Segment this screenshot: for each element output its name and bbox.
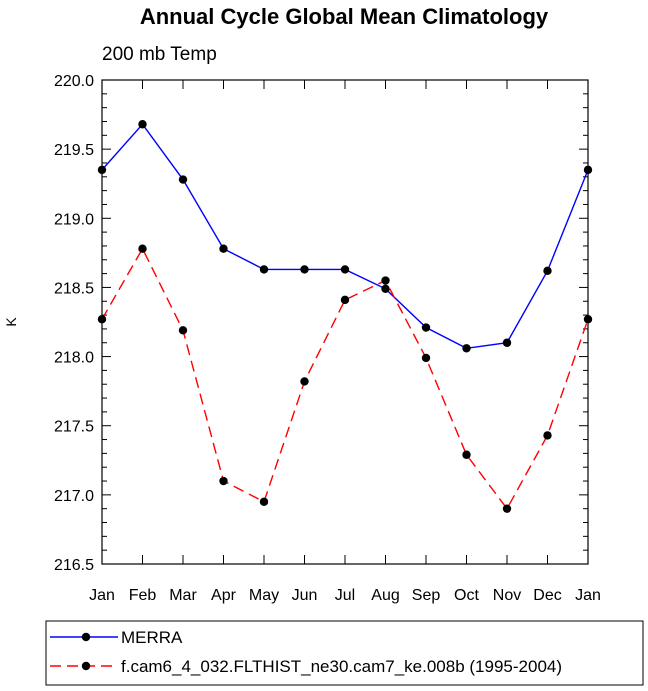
data-point [97, 315, 107, 324]
x-tick-label: Dec [533, 587, 561, 604]
data-point [381, 284, 390, 294]
x-tick-label: Jan [89, 587, 115, 604]
data-point [543, 431, 552, 440]
data-point [259, 497, 269, 506]
y-tick-label: 219.5 [54, 142, 94, 159]
data-point [178, 175, 188, 184]
y-axis-label: K [3, 317, 19, 327]
legend-box [45, 620, 644, 686]
data-point [583, 315, 593, 324]
data-point [138, 244, 147, 253]
data-point [502, 504, 512, 513]
data-point [462, 450, 471, 459]
x-tick-label: Apr [211, 587, 237, 604]
data-point [138, 120, 147, 129]
y-tick-label: 216.5 [54, 557, 94, 574]
legend-label: MERRA [121, 628, 183, 647]
legend: MERRA f.cam6_4_032.FLTHIST_ne30.cam7_ke.0… [45, 620, 644, 686]
data-point [421, 323, 431, 332]
x-tick-label: Aug [371, 587, 399, 604]
axes: 216.5 217.0 217.5 218.0 218.5 219.0 219.5 220.0… [54, 73, 601, 604]
legend-label: f.cam6_4_032.FLTHIST_ne30.cam7_ke.008b (… [121, 657, 562, 676]
y-tick-label: 218.0 [54, 350, 94, 367]
x-tick-label: Feb [129, 587, 157, 604]
data-point [502, 338, 512, 347]
data-point [462, 344, 471, 353]
data-point [300, 265, 309, 274]
data-point [178, 326, 188, 335]
series-layer [97, 120, 593, 513]
data-point [259, 265, 269, 274]
data-point [97, 165, 107, 175]
x-tick-label: Mar [169, 587, 197, 604]
x-tick-label: Nov [493, 587, 521, 604]
legend-entry-2: f.cam6_4_032.FLTHIST_ne30.cam7_ke.008b (… [50, 657, 562, 676]
chart-title: Annual Cycle Global Mean Climatology [140, 4, 549, 29]
x-tick-label: Jun [292, 587, 318, 604]
series-2 [97, 244, 593, 513]
y-tick-label: 217.0 [54, 488, 94, 505]
x-tick-label: May [249, 587, 279, 604]
y-tick-label: 218.5 [54, 280, 94, 297]
data-point [219, 476, 228, 486]
x-tick-label: Sep [412, 587, 441, 604]
legend-marker [81, 661, 91, 671]
data-point [340, 265, 350, 274]
y-tick-label: 220.0 [54, 73, 94, 90]
plot-frame [101, 79, 589, 565]
data-point [300, 377, 309, 386]
data-point [543, 266, 552, 276]
y-tick-label: 219.0 [54, 211, 94, 228]
data-point [381, 276, 390, 285]
x-tick-label: Jan [575, 587, 601, 604]
data-point [219, 244, 228, 253]
legend-entry-1: MERRA [50, 628, 183, 647]
series-line [101, 247, 589, 510]
data-point [340, 295, 350, 305]
x-tick-label: Oct [454, 587, 479, 604]
legend-marker [81, 632, 91, 642]
data-point [583, 165, 593, 175]
series-1 [97, 120, 593, 353]
x-tick-label: Jul [335, 587, 355, 604]
chart-subtitle: 200 mb Temp [102, 44, 217, 65]
y-tick-label: 217.5 [54, 419, 94, 436]
data-point [421, 353, 431, 363]
